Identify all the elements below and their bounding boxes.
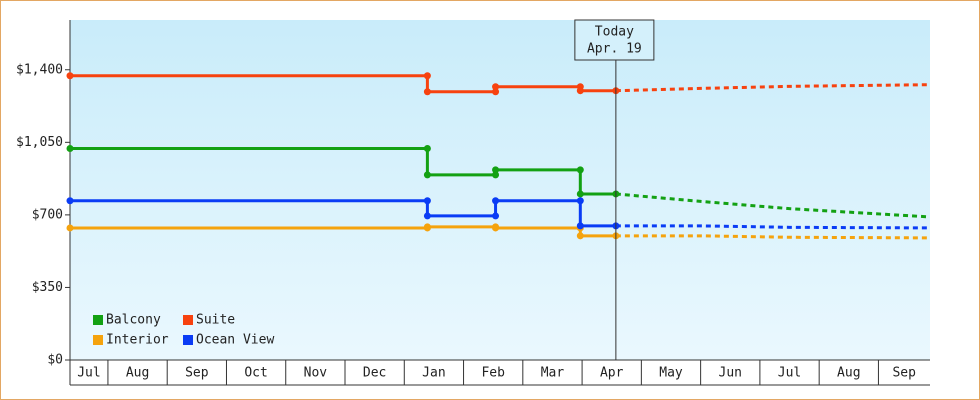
legend-label: Suite — [196, 313, 235, 328]
legend-label: Balcony — [106, 313, 161, 328]
data-point — [576, 197, 584, 205]
data-point — [492, 83, 500, 91]
x-tick-label: Oct — [244, 366, 267, 381]
x-tick-label: Nov — [304, 366, 328, 381]
x-tick-label: Dec — [363, 366, 386, 381]
y-tick-label: $700 — [32, 207, 63, 222]
x-tick-label: Sep — [185, 366, 209, 381]
data-point — [423, 197, 431, 205]
forecast-line — [615, 83, 931, 93]
legend-swatch — [183, 335, 193, 345]
data-point — [576, 232, 584, 240]
x-tick-label: Jul — [77, 366, 100, 381]
x-tick-label: Apr — [600, 366, 624, 381]
data-point — [576, 190, 584, 198]
y-tick-label: $1,400 — [16, 62, 63, 77]
data-point — [423, 223, 431, 231]
data-point — [423, 212, 431, 220]
forecast-line — [615, 192, 931, 219]
x-tick-label: Aug — [126, 366, 149, 381]
data-point — [66, 72, 74, 80]
forecast-line — [615, 224, 931, 230]
y-tick-label: $1,050 — [16, 135, 63, 150]
x-tick-label: May — [659, 366, 683, 381]
legend-label: Ocean View — [196, 333, 274, 348]
legend-label: Interior — [106, 333, 169, 348]
data-point — [492, 197, 500, 205]
legend-swatch — [93, 315, 103, 325]
x-tick-label: Feb — [481, 366, 505, 381]
x-tick-label: Jan — [422, 366, 445, 381]
plot-area — [70, 20, 930, 360]
data-point — [576, 166, 584, 174]
x-tick-label: Aug — [837, 366, 860, 381]
data-point — [66, 197, 74, 205]
legend-swatch — [183, 315, 193, 325]
x-tick-label: Jul — [778, 366, 801, 381]
x-tick-label: Mar — [541, 366, 565, 381]
today-label: Today — [595, 25, 634, 40]
data-point — [492, 171, 500, 179]
data-point — [66, 145, 74, 153]
data-point — [492, 166, 500, 174]
today-box — [574, 19, 655, 61]
data-point — [423, 145, 431, 153]
data-point — [423, 88, 431, 96]
forecast-line — [615, 234, 931, 240]
x-tick-label: Jun — [719, 366, 742, 381]
x-tick-label: Sep — [892, 366, 916, 381]
today-date: Apr. 19 — [587, 42, 642, 57]
data-point — [576, 222, 584, 230]
data-point — [492, 88, 500, 96]
data-point — [423, 171, 431, 179]
data-point — [492, 224, 500, 232]
data-point — [66, 224, 74, 232]
y-tick-label: $0 — [47, 353, 63, 368]
data-point — [576, 87, 584, 95]
data-point — [492, 212, 500, 220]
legend-swatch — [93, 335, 103, 345]
y-tick-label: $350 — [32, 280, 63, 295]
data-point — [423, 72, 431, 80]
